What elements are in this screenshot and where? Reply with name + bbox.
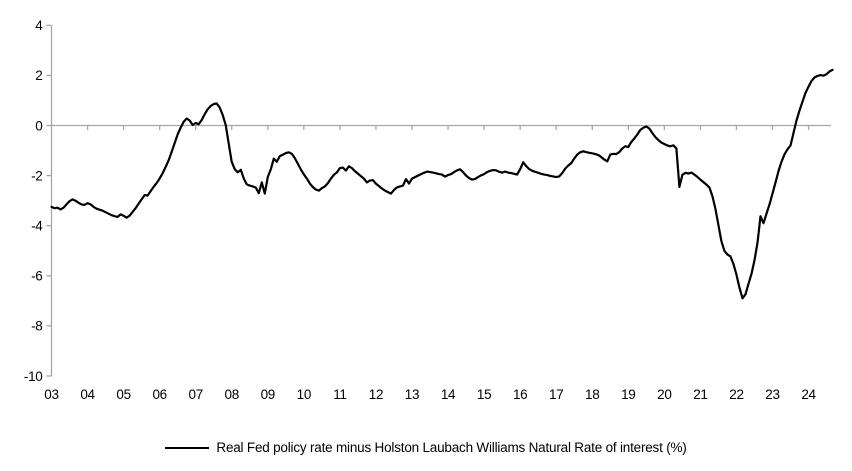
legend-label: Real Fed policy rate minus Holston Lauba… [216,440,687,455]
x-tick-label: 06 [152,387,166,402]
x-tick-label: 13 [405,387,419,402]
x-tick-label: 07 [188,387,202,402]
x-tick-label: 19 [621,387,635,402]
y-tick-label: -6 [31,269,42,284]
x-tick-label: 11 [333,387,346,402]
x-tick-label: 18 [585,387,599,402]
y-tick-label: -8 [31,319,42,334]
x-tick-label: 03 [44,387,58,402]
x-tick-label: 14 [441,387,456,402]
x-tick-label: 24 [801,387,816,402]
x-tick-label: 17 [549,387,563,402]
legend-line-marker [165,446,210,449]
x-tick-label: 23 [765,387,779,402]
y-tick-label: -2 [31,168,42,183]
x-tick-label: 20 [657,387,671,402]
x-tick-label: 05 [116,387,130,402]
y-tick-label: -10 [24,369,43,384]
x-tick-label: 12 [369,387,383,402]
y-tick-label: 4 [35,18,43,33]
x-tick-label: 16 [513,387,527,402]
x-tick-label: 10 [297,387,311,402]
x-tick-label: 22 [729,387,743,402]
x-tick-label: 08 [225,387,239,402]
series-line [50,68,834,300]
x-tick-label: 21 [693,387,707,402]
y-tick-label: -4 [31,219,43,234]
y-tick-label: 0 [35,118,42,133]
x-tick-label: 15 [477,387,491,402]
y-tick-label: 2 [35,68,42,83]
x-tick-label: 09 [261,387,275,402]
legend: Real Fed policy rate minus Holston Lauba… [0,440,852,455]
x-tick-label: 04 [80,387,95,402]
